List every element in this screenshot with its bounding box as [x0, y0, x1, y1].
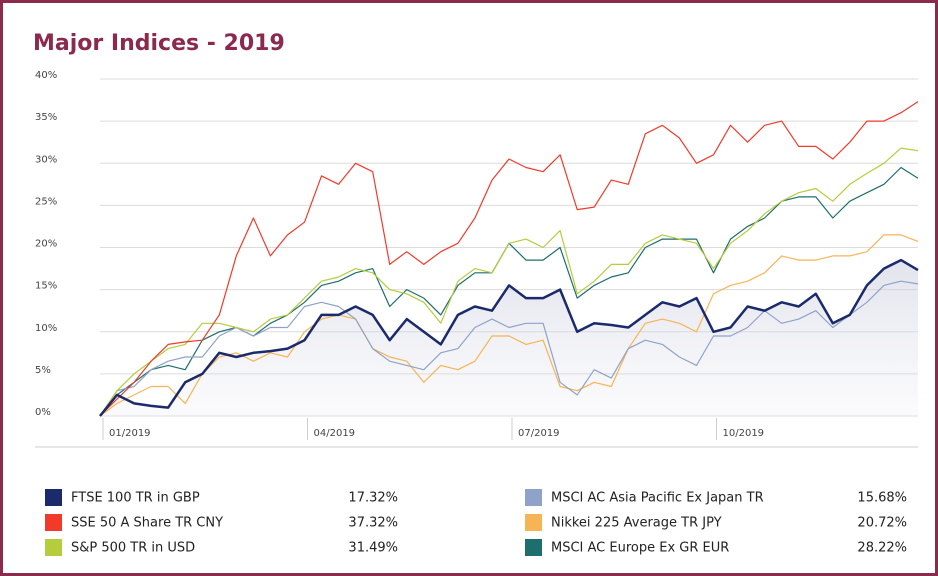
- y-tick-label: 10%: [35, 323, 57, 334]
- legend-value: 17.32%: [348, 491, 398, 506]
- legend-value: 28.22%: [857, 541, 907, 556]
- y-tick-label: 40%: [35, 70, 57, 81]
- legend-swatch: [45, 514, 62, 531]
- line: [99, 101, 919, 417]
- line: [99, 258, 919, 417]
- legend-swatch: [45, 539, 62, 556]
- legend-swatch: [525, 489, 542, 506]
- legend-value: 31.49%: [348, 541, 398, 556]
- y-tick-label: 15%: [35, 281, 57, 292]
- legend-value: 20.72%: [857, 516, 907, 531]
- chart-title: Major Indices - 2019: [33, 31, 285, 56]
- x-tick-label: 01/2019: [109, 428, 151, 439]
- legend-swatch: [525, 514, 542, 531]
- x-tick-label: 10/2019: [723, 428, 765, 439]
- y-tick-label: 20%: [35, 239, 57, 250]
- legend-value: 37.32%: [348, 516, 398, 531]
- legend-label: Nikkei 225 Average TR JPY: [551, 516, 722, 531]
- legend-label: S&P 500 TR in USD: [71, 541, 195, 556]
- x-tick-label: 07/2019: [518, 428, 560, 439]
- line: [99, 147, 919, 417]
- y-tick-label: 30%: [35, 154, 57, 165]
- y-tick-label: 5%: [35, 365, 51, 376]
- legend-swatch: [45, 489, 62, 506]
- legend-label: MSCI AC Europe Ex GR EUR: [551, 541, 729, 556]
- legend-swatch: [525, 539, 542, 556]
- y-tick-label: 25%: [35, 196, 57, 207]
- y-tick-label: 35%: [35, 112, 57, 123]
- legend-label: MSCI AC Asia Pacific Ex Japan TR: [551, 491, 764, 506]
- legend-value: 15.68%: [857, 491, 907, 506]
- x-tick-label: 04/2019: [314, 428, 356, 439]
- legend-label: SSE 50 A Share TR CNY: [71, 516, 223, 531]
- line: [99, 234, 919, 417]
- legend-label: FTSE 100 TR in GBP: [71, 491, 200, 506]
- y-tick-label: 0%: [35, 407, 51, 418]
- area: [100, 260, 918, 416]
